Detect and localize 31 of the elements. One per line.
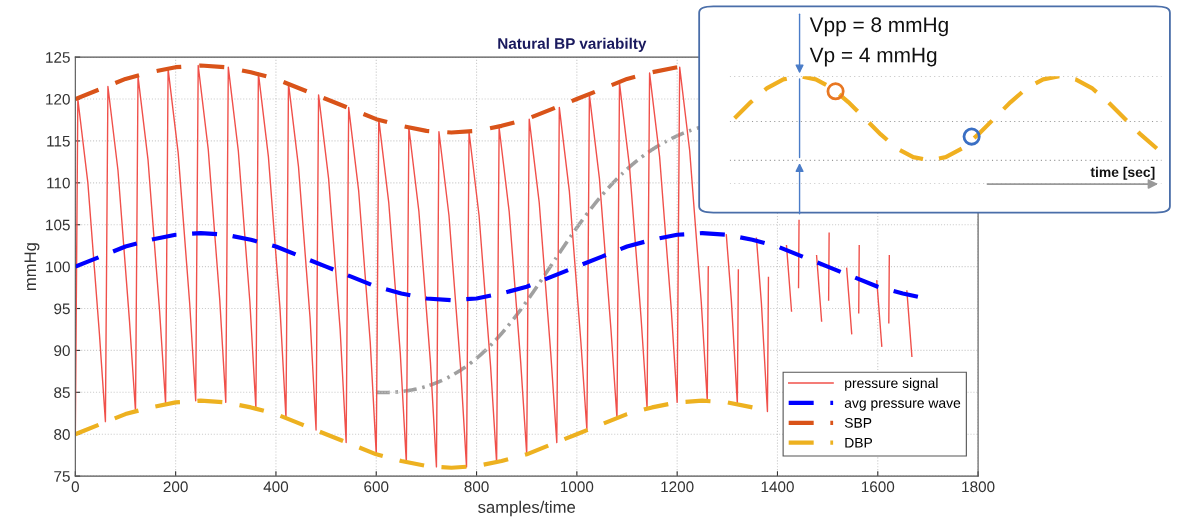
x-tick-label: 1600 <box>861 481 895 493</box>
y-tick-label: 90 <box>54 345 70 357</box>
x-tick-label: 1200 <box>661 481 694 493</box>
chart-title: Natural BP variabilty <box>498 37 647 52</box>
x-tick-label: 600 <box>364 481 389 493</box>
y-tick-label: 125 <box>46 52 70 63</box>
annotation: Vp = 4 mmHg <box>809 47 937 67</box>
x-axis-title: samples/time <box>478 500 576 517</box>
legend-label: avg pressure wave <box>844 400 961 411</box>
y-tick-label: 120 <box>46 93 70 105</box>
y-tick-label: 115 <box>47 135 70 147</box>
y-tick-label: 105 <box>46 219 70 231</box>
y-tick-label: 95 <box>54 303 70 315</box>
legend-label: pressure signal <box>845 377 938 391</box>
legend-label: SBP <box>844 417 872 428</box>
x-tick-label: 400 <box>263 481 289 493</box>
y-tick-label: 110 <box>47 177 70 189</box>
x-tick-label: 1800 <box>962 481 995 493</box>
x-axis-title: time [sec] <box>1090 166 1155 180</box>
x-tick-label: 0 <box>71 481 79 493</box>
x-tick-label: 200 <box>163 481 188 493</box>
y-tick-label: 80 <box>54 429 70 440</box>
legend-label: DBP <box>845 438 873 448</box>
x-tick-label: 800 <box>464 481 489 493</box>
y-axis-title: mmHg <box>24 243 40 291</box>
x-tick-label: 1400 <box>761 481 794 493</box>
y-tick-label: 75 <box>54 471 70 482</box>
y-tick-label: 100 <box>46 261 70 273</box>
x-tick-label: 1000 <box>561 481 594 493</box>
text: Vpp = 8 mmHg <box>809 17 948 37</box>
y-tick-label: 85 <box>54 387 70 398</box>
